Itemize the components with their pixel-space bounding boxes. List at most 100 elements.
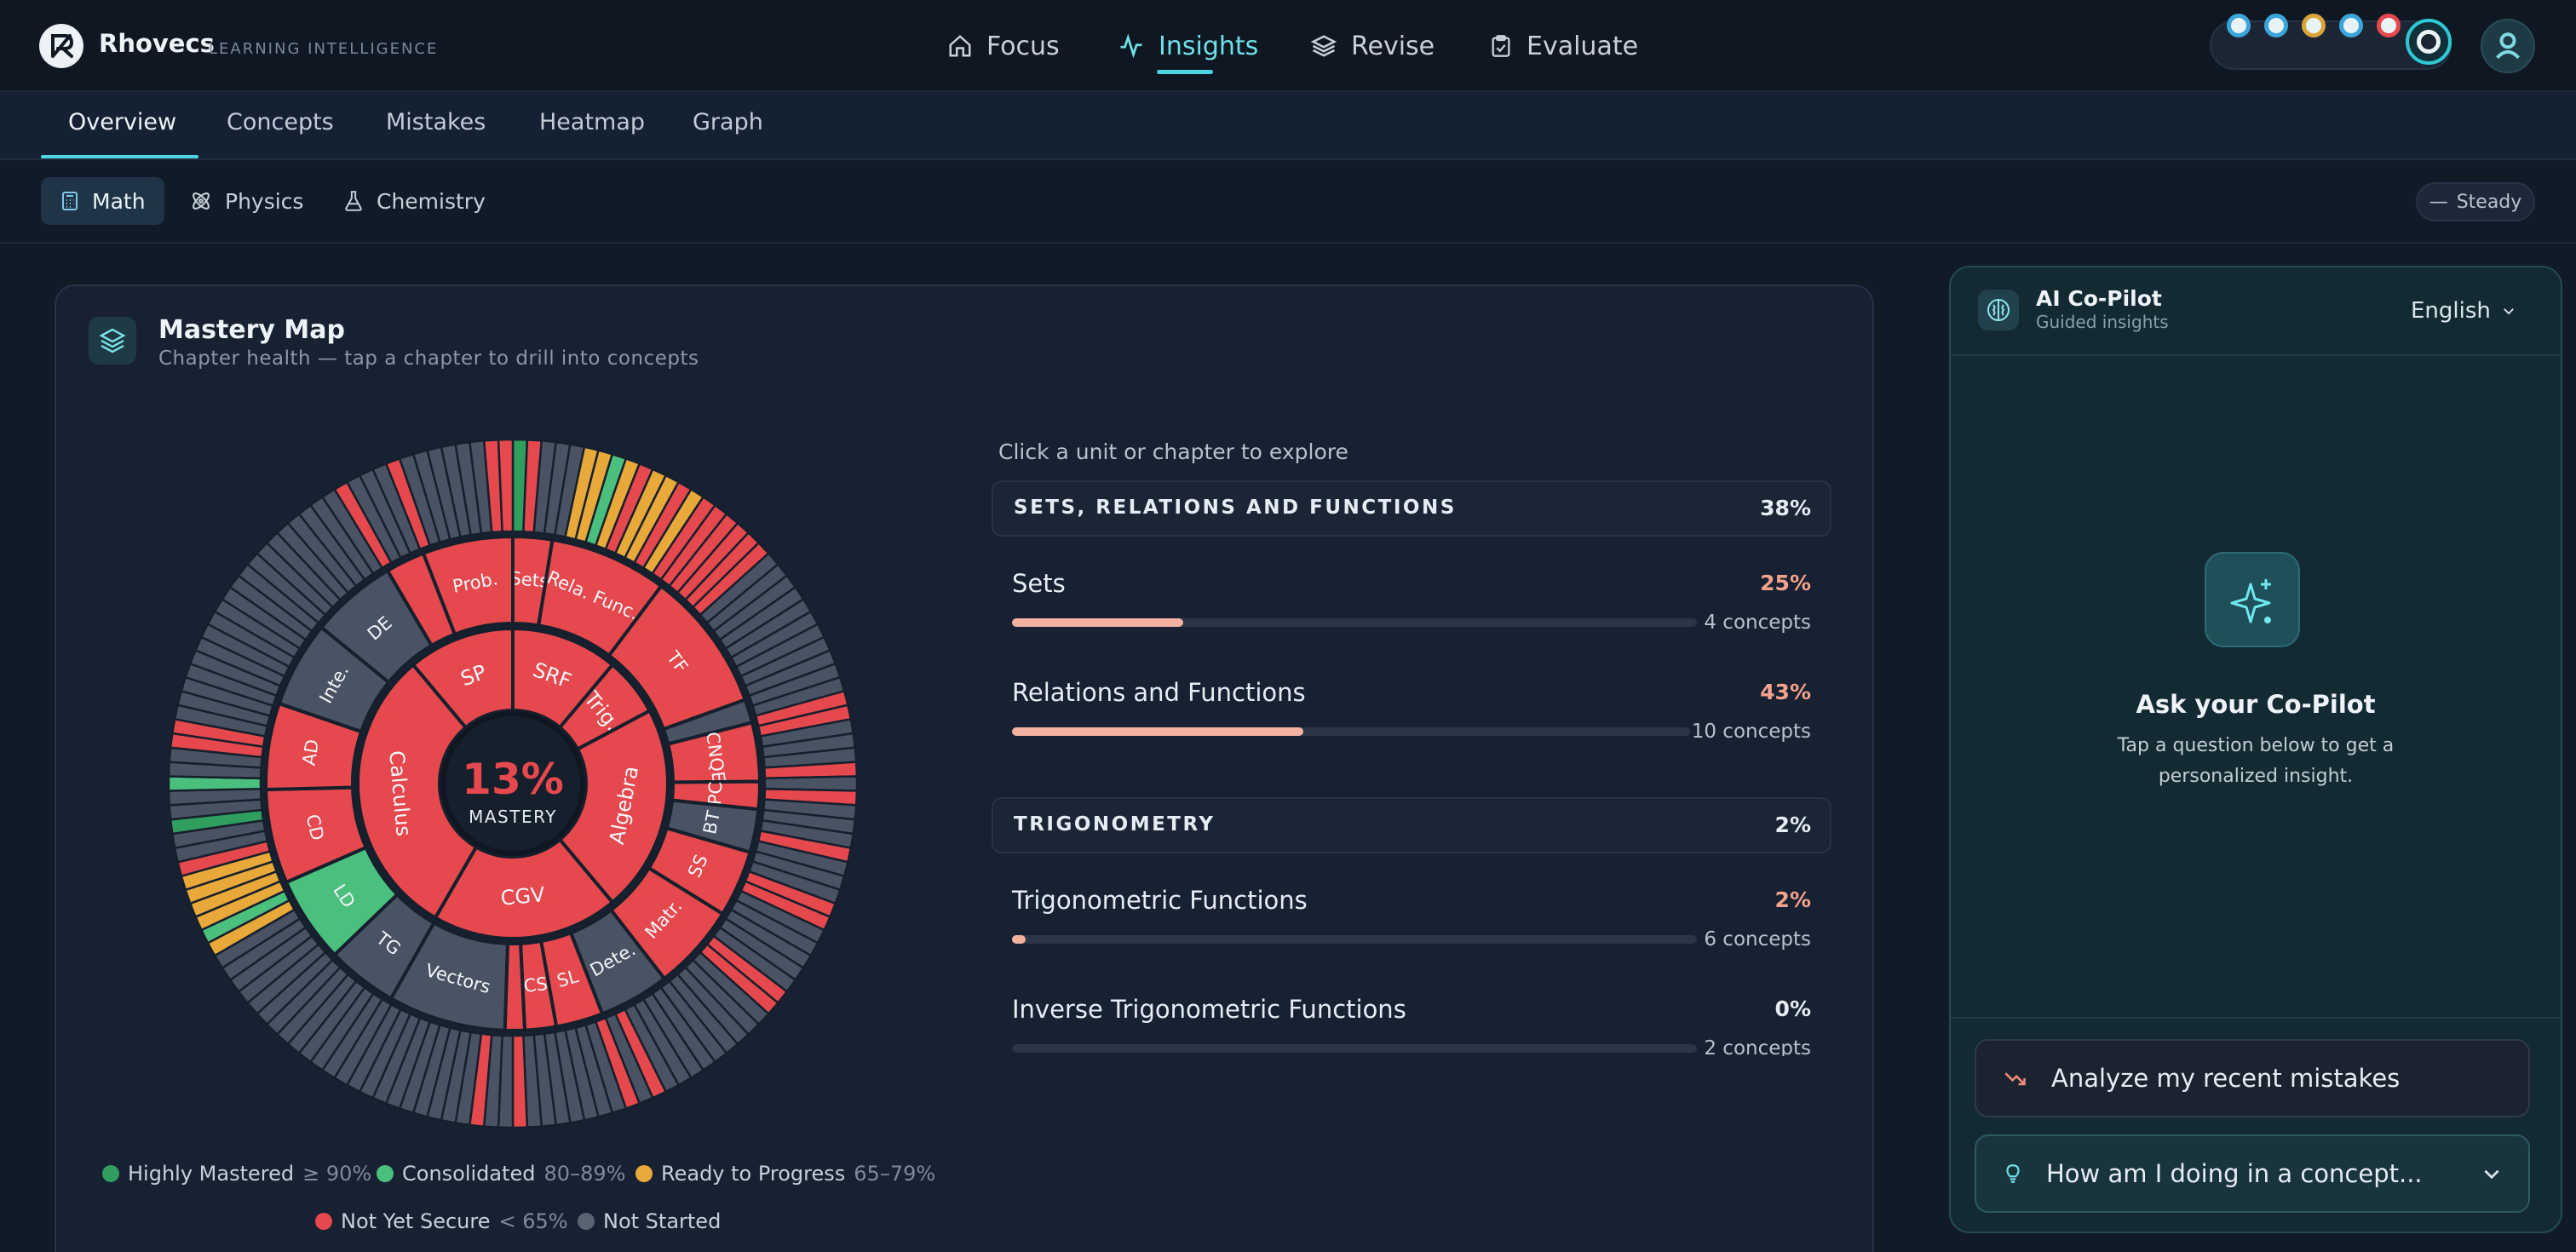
chapter-segment[interactable]: [421, 534, 515, 637]
legend-label: Ready to Progress: [661, 1162, 846, 1186]
legend-swatch: [377, 1165, 394, 1182]
copilot-ask-hint: Tap a question below to get a personaliz…: [2117, 735, 2395, 787]
legend-swatch: [102, 1165, 119, 1182]
chapter-relations-functions[interactable]: Relations and Functions: [1012, 678, 1306, 707]
legend-ready-to-progress: Ready to Progress 65–79%: [635, 1162, 935, 1186]
subject-bar: [0, 162, 2576, 244]
mastery-map-subtitle: Chapter health — tap a chapter to drill …: [158, 347, 699, 370]
subject-math-label: Math: [92, 188, 146, 214]
unit-segment[interactable]: [557, 708, 670, 905]
subject-math[interactable]: Math: [41, 177, 164, 225]
legend-not-started: Not Started: [578, 1209, 721, 1233]
tab-heatmap[interactable]: Heatmap: [539, 109, 646, 135]
tab-overview[interactable]: Overview: [68, 109, 177, 135]
language-select[interactable]: English: [2411, 298, 2516, 324]
brain-icon: [1978, 290, 2019, 330]
unit-segment-label: CGV: [500, 882, 547, 910]
chapter-segment-label: BT: [699, 809, 724, 836]
status-dot-active[interactable]: [2406, 19, 2452, 65]
legend-label: Consolidated: [402, 1162, 536, 1186]
chapter-percent: 43%: [1760, 680, 1811, 704]
status-dot[interactable]: [2377, 14, 2401, 37]
chapter-concept-count: 10 concepts: [1691, 721, 1811, 743]
chapter-progress-fill: [1012, 935, 1026, 944]
copilot-ask-title: Ask your Co-Pilot: [2136, 690, 2376, 719]
analyze-mistakes-label: Analyze my recent mistakes: [2051, 1064, 2401, 1093]
user-icon: [2496, 32, 2520, 60]
legend-label: Highly Mastered: [128, 1162, 295, 1186]
nav-revise[interactable]: Revise: [1310, 20, 1435, 72]
unit-percent: 2%: [1774, 813, 1811, 837]
tab-concepts[interactable]: Concepts: [227, 109, 334, 135]
nav-evaluate[interactable]: Evaluate: [1489, 20, 1638, 72]
unit-segment[interactable]: [356, 662, 479, 921]
tab-active-indicator: [41, 155, 198, 158]
nav-focus[interactable]: Focus: [947, 20, 1060, 72]
legend-consolidated: Consolidated 80–89%: [377, 1162, 625, 1186]
legend-swatch: [635, 1165, 653, 1182]
subject-physics[interactable]: Physics: [170, 177, 322, 225]
legend-label: Not Yet Secure: [341, 1209, 491, 1233]
nav-active-indicator: [1157, 70, 1213, 74]
unit-header-trigonometry[interactable]: [992, 797, 1831, 853]
activity-icon: [1120, 33, 1142, 59]
legend-range: < 65%: [498, 1209, 568, 1233]
unit-percent: 38%: [1760, 496, 1811, 520]
chapter-percent: 0%: [1774, 996, 1811, 1021]
subject-chemistry[interactable]: Chemistry: [324, 177, 504, 225]
chapter-progress-track: [1012, 727, 1690, 736]
nav-insights[interactable]: Insights: [1118, 20, 1258, 72]
concept-progress-label: How am I doing in a concept...: [2046, 1159, 2423, 1188]
analyze-mistakes-button[interactable]: Analyze my recent mistakes: [1975, 1039, 2530, 1117]
legend-range: ≥ 90%: [302, 1162, 372, 1186]
tab-mistakes[interactable]: Mistakes: [386, 109, 486, 135]
legend-label: Not Started: [603, 1209, 722, 1233]
sparkle-icon: [2205, 552, 2300, 647]
chapter-concept-count: 4 concepts: [1704, 612, 1811, 634]
calculator-icon: [62, 192, 78, 210]
copilot-footer-divider: [1951, 1017, 2561, 1019]
unit-name: SETS, RELATIONS AND FUNCTIONS: [1014, 497, 1457, 519]
explore-hint: Click a unit or chapter to explore: [998, 439, 1348, 464]
tab-graph[interactable]: Graph: [693, 109, 763, 135]
legend-not-yet-secure: Not Yet Secure < 65%: [315, 1209, 568, 1233]
unit-segment[interactable]: [411, 626, 515, 730]
status-dot[interactable]: [2339, 14, 2363, 37]
chapter-percent: 25%: [1760, 571, 1811, 595]
chapter-progress-fill: [1012, 618, 1183, 627]
copilot-title: AI Co-Pilot: [2036, 286, 2162, 311]
nav-revise-label: Revise: [1351, 31, 1435, 61]
status-dot[interactable]: [2302, 14, 2326, 37]
concept-progress-button[interactable]: How am I doing in a concept...: [1975, 1134, 2530, 1213]
chevron-down-icon: [2484, 1169, 2499, 1180]
mastery-percent: 13%: [462, 755, 564, 804]
chapter-trigonometric-functions[interactable]: Trigonometric Functions: [1012, 886, 1308, 915]
status-dot[interactable]: [2264, 14, 2288, 37]
status-dot[interactable]: [2227, 14, 2251, 37]
trend-badge: — Steady: [2416, 182, 2535, 221]
chapter-inverse-trigonometric-functions[interactable]: Inverse Trigonometric Functions: [1012, 995, 1406, 1024]
chapter-sets[interactable]: Sets: [1012, 569, 1066, 598]
nav-focus-label: Focus: [986, 31, 1060, 61]
legend-swatch: [315, 1213, 332, 1230]
user-avatar-button[interactable]: [2481, 19, 2535, 73]
unit-name: TRIGONOMETRY: [1014, 813, 1216, 836]
clipboard-icon: [1492, 35, 1510, 57]
minus-icon: —: [2429, 191, 2448, 213]
layers-icon: [89, 317, 136, 365]
trend-badge-label: Steady: [2456, 191, 2522, 213]
chapter-concept-count: 6 concepts: [1704, 928, 1811, 950]
chevron-down-icon: [2503, 308, 2514, 315]
brand-tagline: LEARNING INTELLIGENCE: [209, 40, 439, 58]
unit-segment[interactable]: [433, 837, 615, 940]
chapter-progress-track: [1012, 618, 1697, 627]
chapter-segment-label: AD: [299, 738, 323, 767]
chapter-progress-fill: [1012, 727, 1304, 736]
brand-logo[interactable]: [39, 24, 83, 68]
brand-name: Rhovecs: [99, 29, 215, 58]
unit-header-sets-relations-functions[interactable]: [992, 480, 1831, 537]
language-value: English: [2411, 298, 2491, 324]
concept-segment[interactable]: [497, 438, 515, 533]
legend-highly-mastered: Highly Mastered ≥ 90%: [102, 1162, 371, 1186]
